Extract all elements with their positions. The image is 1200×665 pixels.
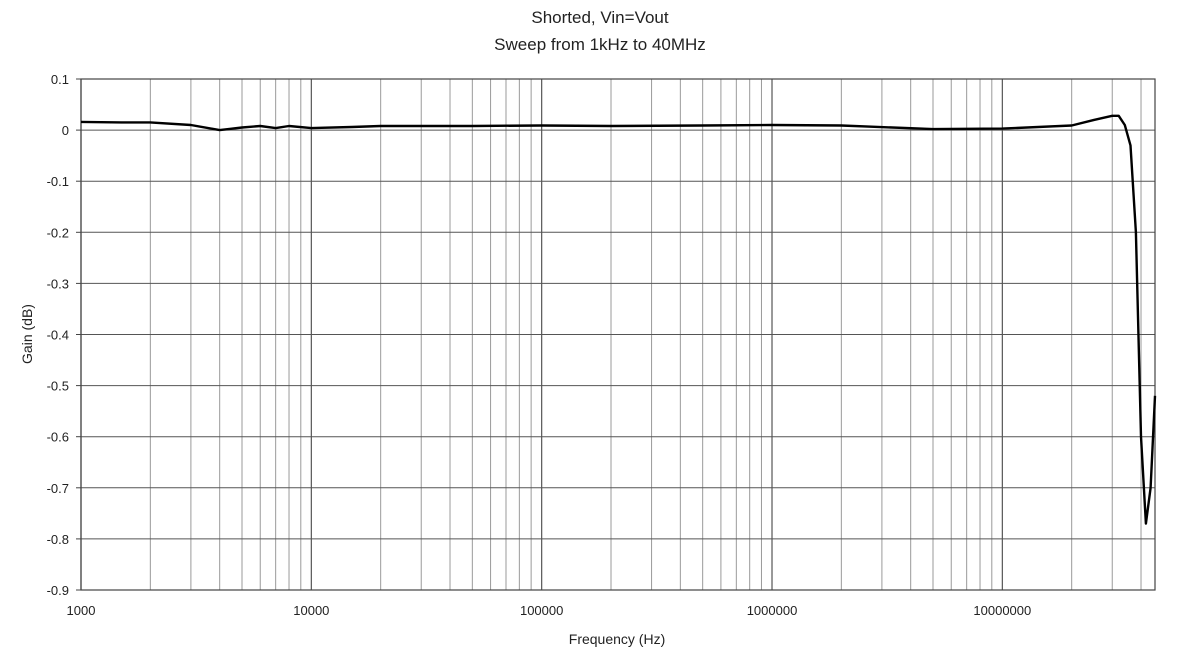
x-tick-label: 10000000	[973, 603, 1031, 618]
y-tick-label: -0.1	[47, 174, 69, 189]
gain-series-line	[80, 114, 1157, 525]
x-tick-label: 1000000	[747, 603, 798, 618]
y-tick-label: -0.5	[47, 379, 69, 394]
x-tick-label: 1000	[67, 603, 96, 618]
grid	[80, 78, 1155, 591]
y-tick-label: -0.7	[47, 481, 69, 496]
x-tick-label: 10000	[293, 603, 329, 618]
y-tick-label: -0.8	[47, 532, 69, 547]
axes	[76, 78, 1156, 591]
y-tick-label: -0.4	[47, 328, 69, 343]
chart-title: Shorted, Vin=Vout	[531, 8, 668, 27]
x-axis-label: Frequency (Hz)	[569, 631, 665, 647]
y-axis-label: Gain (dB)	[19, 304, 35, 364]
y-tick-label: -0.2	[47, 225, 69, 240]
y-tick-label: 0	[62, 123, 69, 138]
x-tick-label: 100000	[520, 603, 563, 618]
y-tick-label: -0.9	[47, 583, 69, 598]
y-tick-label: -0.3	[47, 276, 69, 291]
tick-labels: 0.1 0 -0.1 -0.2 -0.3 -0.4 -0.5 -0.6 -0.7 -0.8 -0.9…	[47, 72, 1032, 618]
y-tick-label: -0.6	[47, 430, 69, 445]
chart-subtitle: Sweep from 1kHz to 40MHz	[494, 35, 706, 54]
series-layer	[80, 114, 1157, 525]
y-tick-label: 0.1	[51, 72, 69, 87]
plot-frame	[80, 78, 1156, 591]
